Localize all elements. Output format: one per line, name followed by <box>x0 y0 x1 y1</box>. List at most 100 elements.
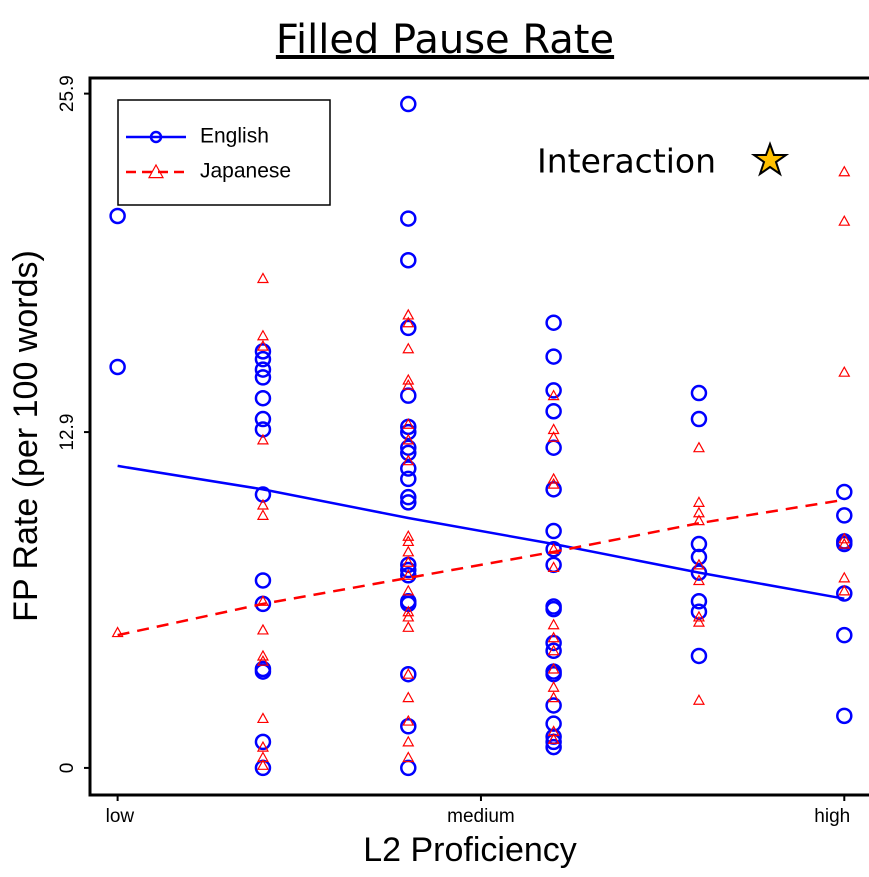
fit-line <box>117 498 845 637</box>
point <box>400 387 417 404</box>
point <box>692 514 705 526</box>
point <box>547 680 560 692</box>
point <box>547 662 560 674</box>
point <box>400 251 417 269</box>
point <box>692 615 705 627</box>
point <box>692 496 705 507</box>
point <box>545 697 562 714</box>
point <box>400 488 417 506</box>
point <box>256 433 269 445</box>
point <box>402 605 415 617</box>
point <box>838 365 851 377</box>
point <box>690 647 708 665</box>
annotation: Interaction <box>537 142 716 181</box>
point <box>547 644 560 656</box>
point <box>545 439 562 456</box>
point <box>402 529 415 541</box>
point <box>400 444 417 462</box>
point <box>836 483 853 501</box>
point <box>692 558 705 570</box>
point <box>690 410 708 428</box>
point <box>254 486 272 503</box>
point <box>256 740 269 752</box>
point <box>400 319 417 337</box>
point <box>402 569 415 580</box>
point <box>547 691 560 703</box>
y-axis-label: FP Rate (per 100 words) <box>7 250 45 622</box>
point <box>402 751 415 763</box>
point <box>402 545 415 557</box>
point <box>402 667 415 679</box>
point <box>256 649 269 661</box>
point <box>400 210 417 227</box>
point <box>402 610 415 622</box>
point <box>402 316 415 328</box>
point <box>545 522 562 540</box>
point <box>402 584 415 596</box>
point <box>690 384 708 402</box>
chart-title: Filled Pause Rate <box>276 17 614 63</box>
point <box>402 735 415 747</box>
point <box>838 537 851 549</box>
point <box>256 509 269 520</box>
point <box>256 712 269 724</box>
point <box>254 343 272 360</box>
point <box>836 507 853 524</box>
point <box>256 654 269 666</box>
point <box>692 693 705 705</box>
point <box>402 535 415 547</box>
point <box>402 433 415 445</box>
point <box>400 759 417 777</box>
point <box>692 574 705 586</box>
x-tick-label: low <box>106 806 135 827</box>
point <box>400 494 417 511</box>
point <box>838 165 851 177</box>
point <box>547 477 560 489</box>
legend-box <box>117 99 331 206</box>
x-axis-label: L2 Proficiency <box>363 831 577 869</box>
point <box>254 572 272 589</box>
point <box>254 389 272 407</box>
point <box>256 759 269 770</box>
point <box>402 454 415 466</box>
point <box>692 441 705 453</box>
point <box>402 378 415 390</box>
point <box>838 571 851 583</box>
y-tick-label: 0 <box>57 763 78 774</box>
point <box>838 214 851 226</box>
y-tick-label: 12.9 <box>57 414 78 451</box>
point <box>402 691 415 703</box>
point <box>547 733 560 744</box>
fit-line <box>117 464 845 600</box>
point <box>545 556 562 574</box>
point <box>400 561 417 579</box>
point <box>545 402 562 420</box>
point <box>402 556 415 567</box>
point <box>547 618 560 630</box>
point <box>545 481 562 498</box>
point <box>111 626 124 638</box>
point <box>402 342 415 354</box>
point <box>690 593 708 610</box>
point <box>400 95 417 113</box>
point <box>109 358 126 376</box>
legend-label: Japanese <box>200 160 291 183</box>
point <box>545 600 562 618</box>
point <box>547 389 560 401</box>
point <box>402 714 415 726</box>
point <box>400 460 417 477</box>
point <box>400 718 417 735</box>
point <box>400 665 417 683</box>
point <box>692 610 705 622</box>
star-icon <box>750 141 790 177</box>
point <box>836 626 853 644</box>
point <box>256 623 269 635</box>
point <box>547 472 560 484</box>
point <box>254 361 272 378</box>
point <box>838 532 851 544</box>
point <box>254 733 272 751</box>
point <box>256 329 269 341</box>
point <box>256 498 269 510</box>
point <box>256 272 269 284</box>
point <box>547 631 560 643</box>
